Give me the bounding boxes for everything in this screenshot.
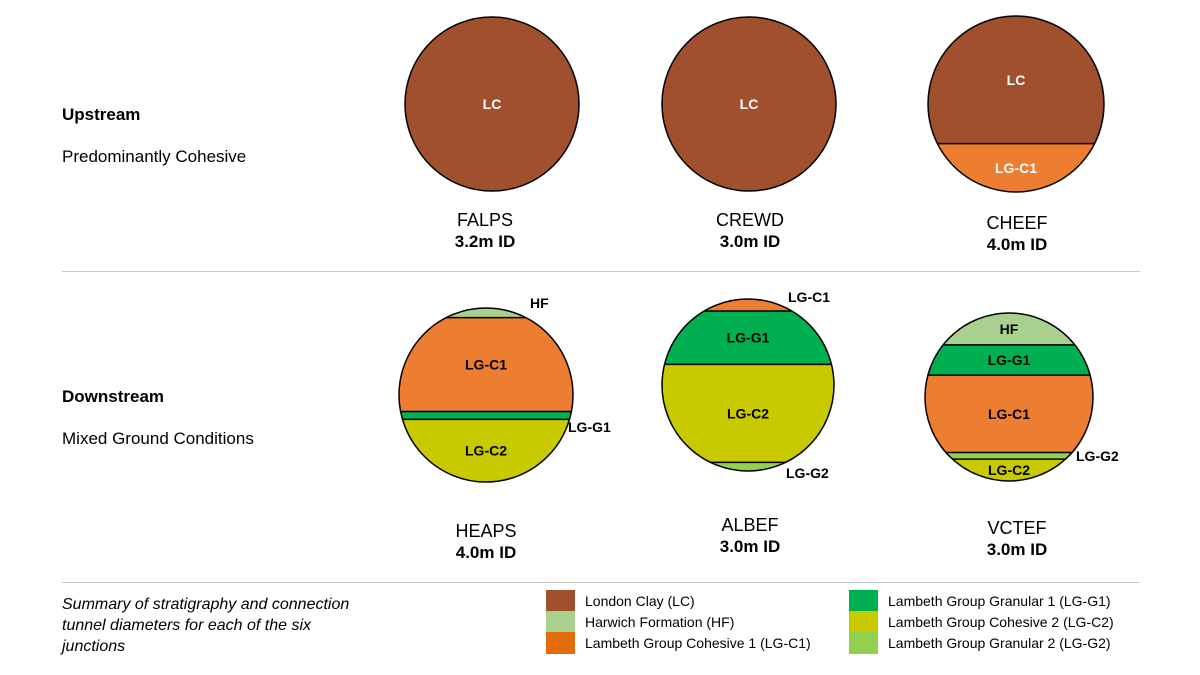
legend-item-lg-g2: Lambeth Group Granular 2 (LG-G2) [849,632,1111,654]
circle-outline [661,16,837,192]
legend-swatch-lc [546,590,575,612]
junction-circle-crewd: LC [661,16,837,192]
legend-label-lg-g1: Lambeth Group Granular 1 (LG-G1) [888,593,1111,609]
layer-label-lg-g1-heaps: LG-G1 [568,419,611,435]
layer-lc-falps [405,17,579,191]
layer-label-lg-c1-albef: LG-C1 [788,289,830,305]
legend-item-lc: London Clay (LC) [546,590,695,612]
legend-swatch-lg-c2 [849,611,878,633]
junction-diameter-cheef: 4.0m ID [986,235,1048,254]
row-subtitle-downstream: Mixed Ground Conditions [62,429,254,448]
layer-label-lg-g2-albef: LG-G2 [786,465,829,481]
junction-diameter-falps: 3.2m ID [454,232,516,251]
row-subtitle-upstream: Predominantly Cohesive [62,147,247,166]
figure-caption: Summary of stratigraphy and connection t… [62,596,350,655]
legend-label-lg-g2: Lambeth Group Granular 2 (LG-G2) [888,635,1111,651]
layer-label-lg-c1-cheef: LG-C1 [995,160,1037,176]
circle-outline [398,307,574,483]
row-divider [62,271,1140,272]
junction-name-albef: ALBEF [721,515,779,535]
layer-label-hf-heaps: HF [530,295,549,311]
junction-name-vctef: VCTEF [987,518,1047,538]
layer-label-hf-vctef: HF [1000,321,1019,337]
legend-item-hf: Harwich Formation (HF) [546,611,734,633]
layer-label-lg-g1-albef: LG-G1 [727,330,770,346]
junction-name-crewd: CREWD [716,210,784,230]
legend-item-lg-g1: Lambeth Group Granular 1 (LG-G1) [849,590,1111,612]
circle-outline [924,312,1094,482]
legend-label-hf: Harwich Formation (HF) [585,614,735,630]
layer-lg-g1-heaps [399,411,573,420]
layer-label-lg-g2-vctef: LG-G2 [1076,448,1119,464]
row-title-upstream: Upstream [62,105,141,124]
junction-circle-falps: LC [404,16,580,192]
legend-item-lg-c1: Lambeth Group Cohesive 1 (LG-C1) [546,632,811,654]
layer-label-lc-cheef: LC [1007,72,1026,88]
layer-lc-crewd [662,17,836,191]
legend-label-lg-c1: Lambeth Group Cohesive 1 (LG-C1) [585,635,811,651]
legend-swatch-lg-g1 [849,590,878,612]
legend-swatch-lg-c1 [546,632,575,654]
layer-label-lg-c2-heaps: LG-C2 [465,443,507,459]
layer-lg-g2-albef [662,462,834,471]
legend-item-lg-c2: Lambeth Group Cohesive 2 (LG-C2) [849,611,1114,633]
layer-lg-c1-heaps [399,317,573,412]
legend-label-lg-c2: Lambeth Group Cohesive 2 (LG-C2) [888,614,1114,630]
layer-label-lg-c2-vctef: LG-C2 [988,462,1030,478]
circle-outline [404,16,580,192]
layer-label-lc-crewd: LC [740,96,759,112]
junction-circle-albef: LG-C1 LG-G1 LG-C2 LG-G2 [661,289,835,481]
layer-lg-g1-vctef [925,344,1093,376]
junction-circle-vctef: HF LG-G1 LG-C1 LG-G2 LG-C2 [924,312,1119,482]
layer-lg-g2-vctef [925,452,1093,460]
layer-label-lg-c2-albef: LG-C2 [727,405,769,421]
layer-label-lg-g1-vctef: LG-G1 [988,352,1031,368]
junction-circle-heaps: HF LG-C1 LG-G1 LG-C2 [398,295,611,483]
junction-name-cheef: CHEEF [986,213,1048,233]
junction-name-falps: FALPS [456,210,514,230]
legend-swatch-hf [546,611,575,633]
junction-diameter-albef: 3.0m ID [719,537,781,556]
layer-label-lg-c1-vctef: LG-C1 [988,406,1030,422]
legend-divider [62,582,1140,583]
layer-lg-c1-vctef [925,375,1093,453]
row-title-downstream: Downstream [62,387,165,406]
legend-swatch-lg-g2 [849,632,878,654]
junction-diameter-heaps: 4.0m ID [455,543,517,562]
junction-diameter-vctef: 3.0m ID [986,540,1048,559]
circle-outline [661,298,835,472]
junction-diameter-crewd: 3.0m ID [719,232,781,251]
layer-lg-c2-albef [662,364,834,463]
layer-hf-heaps [399,308,573,318]
circle-outline [927,15,1105,193]
junction-circle-cheef: LC LG-C1 [927,15,1105,193]
layer-label-lc-falps: LC [483,96,502,112]
junction-name-heaps: HEAPS [455,521,517,541]
layer-label-lg-c1-heaps: LG-C1 [465,357,507,373]
legend-label-lc: London Clay (LC) [585,593,695,609]
